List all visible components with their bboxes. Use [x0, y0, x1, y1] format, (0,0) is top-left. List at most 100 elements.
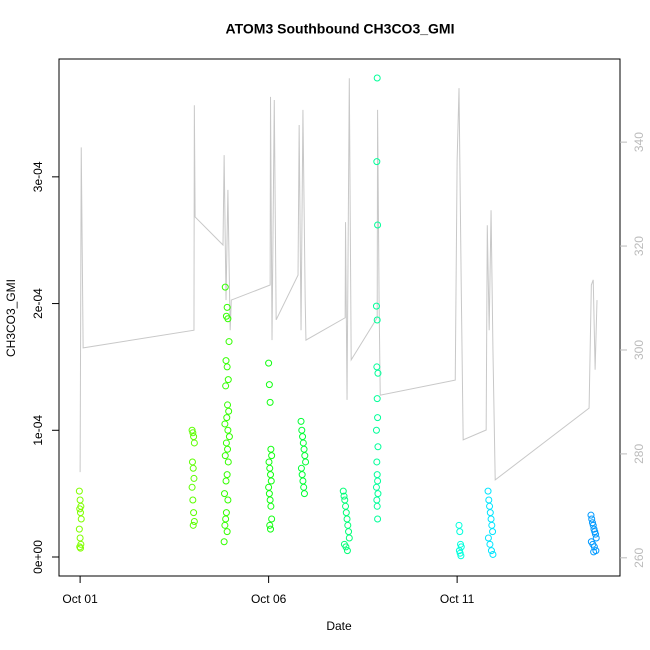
data-point — [224, 458, 232, 466]
data-point — [373, 363, 381, 371]
data-point — [267, 525, 275, 533]
data-point — [374, 443, 382, 451]
data-point — [75, 525, 83, 533]
data-point — [340, 492, 348, 500]
data-point — [222, 439, 230, 447]
data-point — [591, 530, 599, 538]
data-point — [224, 315, 232, 323]
y-axis-label: CH3CO3_GMI — [4, 279, 18, 357]
data-point — [266, 521, 274, 529]
data-point — [225, 407, 233, 415]
data-point — [224, 426, 232, 434]
data-point — [374, 515, 382, 523]
data-point — [374, 221, 382, 229]
data-point — [372, 302, 380, 310]
y2-tick-label: 260 — [632, 547, 646, 567]
data-point — [223, 414, 231, 422]
x-tick-label: Oct 11 — [440, 592, 475, 606]
data-point — [221, 420, 229, 428]
x-tick-label: Oct 01 — [62, 592, 98, 606]
data-point — [223, 471, 231, 479]
data-point — [374, 490, 382, 498]
data-point — [484, 534, 492, 542]
data-point — [221, 521, 229, 529]
data-point — [587, 511, 595, 519]
data-point — [590, 543, 598, 551]
data-point — [592, 534, 600, 542]
data-point — [225, 433, 233, 441]
data-point — [374, 369, 382, 377]
data-point — [373, 158, 381, 166]
y-tick-label: 2e-04 — [31, 288, 45, 319]
chart-title: ATOM3 Southbound CH3CO3_GMI — [226, 21, 455, 37]
data-point — [190, 518, 198, 526]
data-point — [373, 74, 381, 82]
data-point — [589, 521, 597, 529]
y-tick-label: 0e+00 — [31, 540, 45, 574]
data-point — [221, 283, 229, 291]
data-point — [225, 338, 233, 346]
data-point — [297, 417, 305, 425]
data-point — [189, 521, 197, 529]
data-point — [220, 538, 228, 546]
data-point — [189, 464, 197, 472]
data-point — [76, 543, 84, 551]
data-point — [588, 515, 596, 523]
data-point — [373, 502, 381, 510]
data-point — [190, 439, 198, 447]
data-point — [457, 552, 465, 560]
data-point — [267, 502, 275, 510]
data-point — [486, 540, 494, 548]
series-line — [79, 78, 598, 481]
data-point — [190, 509, 198, 517]
y-tick-label: 3e-04 — [31, 161, 45, 192]
data-point — [224, 401, 232, 409]
data-point — [339, 487, 347, 495]
data-point — [457, 543, 465, 551]
data-point — [223, 528, 231, 536]
data-point — [222, 357, 230, 365]
data-point — [222, 477, 230, 485]
data-point — [189, 496, 197, 504]
data-point — [345, 534, 353, 542]
data-point — [75, 487, 83, 495]
x-tick-label: Oct 06 — [251, 592, 287, 606]
data-point — [77, 515, 85, 523]
data-point — [221, 490, 229, 498]
y2-tick-label: 300 — [632, 340, 646, 360]
y2-tick-label: 280 — [632, 444, 646, 464]
data-point — [221, 452, 229, 460]
x-axis-label: Date — [326, 619, 352, 633]
data-point — [265, 359, 273, 367]
y2-tick-label: 320 — [632, 236, 646, 256]
data-point — [265, 381, 273, 389]
data-point — [189, 429, 197, 437]
data-point — [190, 474, 198, 482]
data-point — [76, 505, 84, 513]
data-point — [343, 547, 351, 555]
plot-frame — [58, 58, 621, 577]
data-point — [224, 496, 232, 504]
data-point — [487, 547, 495, 555]
data-point — [76, 544, 84, 552]
data-point — [373, 395, 381, 403]
data-point — [223, 303, 231, 311]
data-point — [224, 376, 232, 384]
data-point — [267, 477, 275, 485]
data-point — [484, 487, 492, 495]
data-point — [373, 458, 381, 466]
data-point — [373, 316, 381, 324]
data-point — [372, 426, 380, 434]
y-tick-label: 1e-04 — [31, 415, 45, 446]
data-point — [342, 543, 350, 551]
data-point — [374, 477, 382, 485]
data-point — [302, 458, 310, 466]
data-point — [188, 483, 196, 491]
data-point — [489, 528, 497, 536]
data-point — [372, 483, 380, 491]
data-point — [374, 414, 382, 422]
data-point — [266, 398, 274, 406]
data-point — [224, 445, 232, 453]
